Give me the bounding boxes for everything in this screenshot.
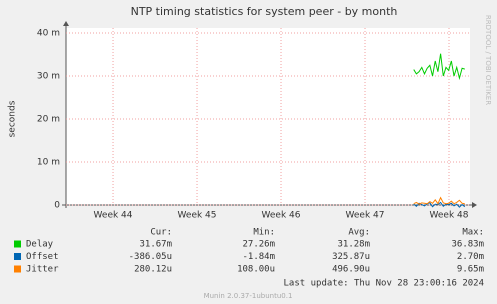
chart-title: NTP timing statistics for system peer - … — [131, 5, 398, 18]
last-update: Last update: Thu Nov 28 23:00:16 2024 — [284, 279, 484, 289]
x-tick-label: Week 46 — [262, 211, 301, 221]
legend-stat: 31.67m — [139, 240, 172, 250]
legend-header: Min: — [253, 228, 275, 238]
legend-stat: 2.70m — [457, 252, 484, 262]
legend-stat: -386.05u — [129, 252, 172, 262]
legend-stat: -1.84m — [242, 252, 275, 262]
legend-header: Cur: — [150, 228, 172, 238]
legend-stat: 31.28m — [337, 240, 370, 250]
legend-swatch — [14, 240, 21, 248]
legend-stat: 27.26m — [242, 240, 275, 250]
series-line — [413, 196, 465, 205]
x-tick-label: Week 44 — [94, 211, 133, 221]
side-text: RRDTOOL / TOBI OETIKER — [484, 15, 492, 105]
legend-header: Avg: — [348, 228, 370, 238]
series-line — [413, 201, 466, 208]
x-tick-label: Week 48 — [430, 211, 469, 221]
footer: Munin 2.0.37-1ubuntu0.1 — [204, 292, 293, 300]
legend-name: Delay — [26, 240, 54, 250]
legend-name: Offset — [26, 252, 59, 262]
legend-swatch — [14, 265, 21, 273]
legend-header: Max: — [462, 228, 484, 238]
x-tick-label: Week 47 — [346, 211, 385, 221]
y-tick-label: 30 m — [37, 72, 60, 82]
series-line — [413, 53, 465, 81]
legend-swatch — [14, 253, 21, 260]
y-axis-label: seconds — [8, 100, 18, 137]
legend-stat: 325.87u — [332, 252, 370, 262]
legend-stat: 108.00u — [237, 265, 275, 275]
x-arrow — [472, 202, 477, 208]
legend-name: Jitter — [26, 265, 59, 275]
y-tick-label: 20 m — [37, 115, 60, 125]
y-tick-label: 0 — [54, 201, 60, 211]
legend-stat: 496.90u — [332, 265, 370, 275]
plot-area — [66, 28, 470, 205]
y-arrow — [63, 21, 69, 26]
y-tick-label: 10 m — [37, 158, 60, 168]
legend-stat: 280.12u — [134, 265, 172, 275]
y-tick-label: 40 m — [37, 29, 60, 39]
legend-stat: 36.83m — [451, 240, 484, 250]
legend-stat: 9.65m — [457, 265, 484, 275]
x-tick-label: Week 45 — [178, 211, 217, 221]
